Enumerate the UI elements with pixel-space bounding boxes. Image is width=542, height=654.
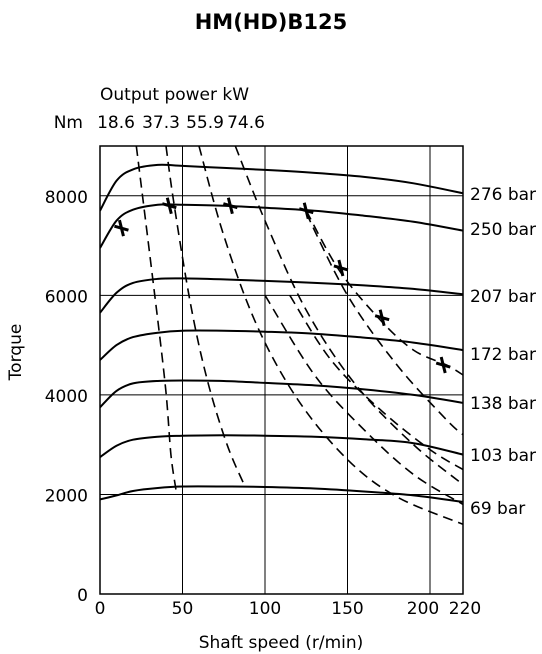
pressure-curve-250-bar: [100, 203, 463, 249]
max-speed-marker-4: [333, 259, 349, 277]
power-curve-4: [264, 294, 463, 506]
pressure-label-138-bar: 138 bar: [470, 394, 536, 414]
max-speed-marker-5: [374, 309, 390, 327]
label-layer: 0 50 100 150 200 220 0 2000 4000 6000 8000 Shaft sp…: [6, 113, 536, 653]
pressure-curve-207-bar: [100, 277, 463, 314]
max-speed-marker-0: [114, 219, 129, 237]
pressure-curves-layer: [100, 163, 463, 503]
axis-layer: [99, 145, 464, 595]
pressure-label-250-bar: 250 bar: [470, 220, 536, 240]
power-label-18-6: 18.6: [97, 113, 135, 133]
y-tick-label-0: 0: [77, 586, 88, 606]
x-tick-label-200: 200: [407, 599, 439, 619]
pressure-curve-103-bar: [100, 434, 463, 458]
max-speed-marker-6: [435, 356, 451, 374]
pressure-label-103-bar: 103 bar: [470, 446, 536, 466]
plot-frame: [99, 145, 464, 595]
y-tick-label-8000: 8000: [45, 188, 88, 208]
max-speed-markers-layer: [114, 197, 451, 374]
power-label-74-6: 74.6: [227, 113, 265, 133]
y-axis-title: Torque: [6, 324, 26, 382]
pressure-curve-138-bar: [100, 379, 463, 409]
power-curves-layer: [135, 146, 463, 526]
power-curve-6: [305, 212, 463, 436]
power-curve-5: [289, 294, 463, 471]
power-unit-label: Nm: [54, 113, 83, 133]
y-tick-label-4000: 4000: [45, 387, 88, 407]
max-speed-marker-2: [222, 197, 238, 215]
x-tick-label-220: 220: [449, 599, 481, 619]
x-tick-label-50: 50: [172, 599, 194, 619]
power-axis-title: Output power kW: [100, 85, 250, 105]
y-tick-label-2000: 2000: [45, 486, 88, 506]
x-tick-label-0: 0: [95, 599, 106, 619]
pressure-label-172-bar: 172 bar: [470, 345, 536, 365]
pressure-curve-276-bar: [100, 163, 463, 212]
pressure-curve-172-bar: [100, 329, 463, 361]
max-speed-marker-1: [161, 197, 177, 215]
pressure-label-276-bar: 276 bar: [470, 185, 536, 205]
chart-title: HM(HD)B125: [194, 10, 348, 34]
max-speed-marker-3: [298, 202, 314, 220]
x-axis-title: Shaft speed (r/min): [199, 633, 364, 653]
pressure-label-207-bar: 207 bar: [470, 287, 536, 307]
power-label-37-3: 37.3: [142, 113, 180, 133]
power-curve-1: [165, 146, 246, 488]
power-curve-0: [135, 146, 177, 490]
pressure-curve-69-bar: [100, 485, 463, 503]
x-tick-label-150: 150: [331, 599, 363, 619]
pressure-label-69-bar: 69 bar: [470, 499, 525, 519]
power-curve-2: [198, 146, 463, 526]
y-tick-label-6000: 6000: [45, 287, 88, 307]
x-tick-label-100: 100: [249, 599, 281, 619]
power-label-55-9: 55.9: [186, 113, 224, 133]
grid-layer: [100, 146, 463, 594]
power-curve-3: [234, 146, 463, 486]
